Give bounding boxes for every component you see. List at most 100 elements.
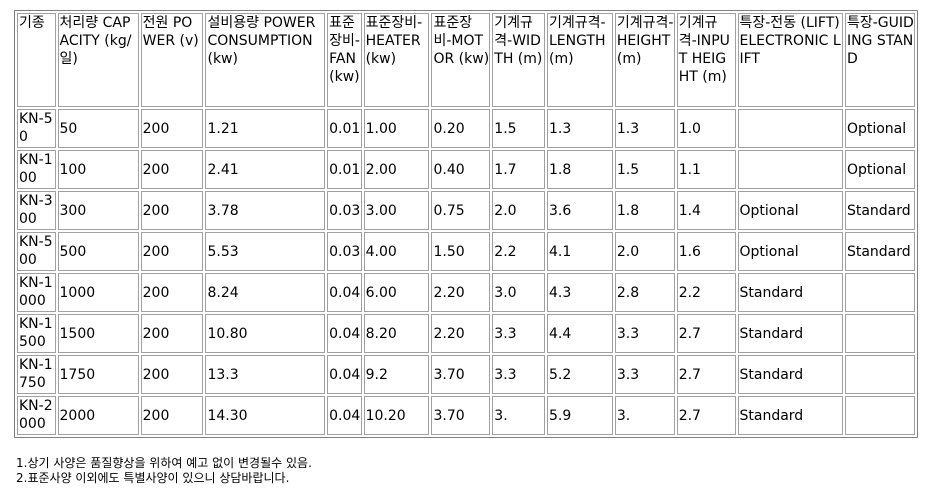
cell-guiding-stand — [844, 355, 915, 394]
cell-model: KN-100 — [17, 150, 56, 189]
cell-input-height: 2.7 — [676, 314, 736, 353]
cell-model: KN-1500 — [17, 314, 56, 353]
cell-power-consumption: 1.21 — [205, 109, 326, 148]
cell-length: 1.8 — [547, 150, 613, 189]
cell-guiding-stand: Optional — [844, 150, 915, 189]
header-heater: 표준장비-HEATER (kw) — [363, 13, 430, 107]
cell-power: 200 — [140, 191, 204, 230]
cell-guiding-stand — [844, 273, 915, 312]
cell-input-height: 2.2 — [676, 273, 736, 312]
cell-input-height: 1.1 — [676, 150, 736, 189]
cell-fan: 0.04 — [327, 355, 362, 394]
cell-fan: 0.04 — [327, 273, 362, 312]
header-input-height: 기계규격-INPUT HEIGHT (m) — [676, 13, 736, 107]
table-row: KN-1500 1500 200 10.80 0.04 8.20 2.20 3.3 4.4 3.3… — [17, 314, 915, 353]
cell-model: KN-50 — [17, 109, 56, 148]
cell-fan: 0.03 — [327, 232, 362, 271]
cell-motor: 3.70 — [431, 396, 491, 435]
cell-heater: 8.20 — [363, 314, 430, 353]
cell-fan: 0.04 — [327, 314, 362, 353]
cell-heater: 4.00 — [363, 232, 430, 271]
cell-width: 3.3 — [492, 355, 545, 394]
table-row: KN-1000 1000 200 8.24 0.04 6.00 2.20 3.0 4.3 2.8 2… — [17, 273, 915, 312]
cell-heater: 2.00 — [363, 150, 430, 189]
cell-electronic-lift: Standard — [737, 396, 843, 435]
cell-fan: 0.01 — [327, 150, 362, 189]
cell-fan: 0.03 — [327, 191, 362, 230]
cell-input-height: 1.4 — [676, 191, 736, 230]
cell-electronic-lift — [737, 150, 843, 189]
cell-guiding-stand — [844, 396, 915, 435]
cell-capacity: 500 — [57, 232, 139, 271]
cell-motor: 2.20 — [431, 273, 491, 312]
cell-power: 200 — [140, 355, 204, 394]
cell-capacity: 1500 — [57, 314, 139, 353]
cell-power-consumption: 2.41 — [205, 150, 326, 189]
cell-electronic-lift: Optional — [737, 232, 843, 271]
cell-power: 200 — [140, 232, 204, 271]
cell-power-consumption: 10.80 — [205, 314, 326, 353]
cell-height: 1.8 — [614, 191, 675, 230]
table-row: KN-1750 1750 200 13.3 0.04 9.2 3.70 3.3 5.2 3.3 2.… — [17, 355, 915, 394]
header-fan: 표준장비-FAN (kw) — [327, 13, 362, 107]
table-row: KN-500 500 200 5.53 0.03 4.00 1.50 2.2 4.1 2.0 1.6… — [17, 232, 915, 271]
cell-height: 1.5 — [614, 150, 675, 189]
cell-input-height: 2.7 — [676, 396, 736, 435]
cell-motor: 3.70 — [431, 355, 491, 394]
header-model: 기종 — [17, 13, 56, 107]
cell-height: 1.3 — [614, 109, 675, 148]
cell-width: 2.2 — [492, 232, 545, 271]
header-capacity: 처리량 CAPACITY (kg/일) — [57, 13, 139, 107]
cell-length: 5.2 — [547, 355, 613, 394]
cell-power-consumption: 3.78 — [205, 191, 326, 230]
cell-model: KN-2000 — [17, 396, 56, 435]
cell-capacity: 1000 — [57, 273, 139, 312]
cell-model: KN-500 — [17, 232, 56, 271]
cell-power: 200 — [140, 273, 204, 312]
cell-electronic-lift: Standard — [737, 355, 843, 394]
header-electronic-lift: 특장-전동 (LIFT) ELECTRONIC LIFT — [737, 13, 843, 107]
cell-guiding-stand — [844, 314, 915, 353]
cell-heater: 1.00 — [363, 109, 430, 148]
cell-height: 3.3 — [614, 314, 675, 353]
cell-guiding-stand: Optional — [844, 109, 915, 148]
cell-model: KN-1750 — [17, 355, 56, 394]
cell-height: 3.3 — [614, 355, 675, 394]
header-height: 기계규격-HEIGHT (m) — [614, 13, 675, 107]
cell-heater: 10.20 — [363, 396, 430, 435]
spec-table-body: KN-50 50 200 1.21 0.01 1.00 0.20 1.5 1.3 1.3 1.0 Op… — [17, 109, 915, 435]
cell-fan: 0.01 — [327, 109, 362, 148]
cell-capacity: 2000 — [57, 396, 139, 435]
cell-width: 2.0 — [492, 191, 545, 230]
cell-height: 2.8 — [614, 273, 675, 312]
note-2: 2.표준사양 이외에도 특별사양이 있으니 상담바랍니다. — [16, 471, 290, 485]
cell-length: 5.9 — [547, 396, 613, 435]
cell-model: KN-1000 — [17, 273, 56, 312]
cell-height: 2.0 — [614, 232, 675, 271]
cell-power-consumption: 14.30 — [205, 396, 326, 435]
cell-capacity: 50 — [57, 109, 139, 148]
cell-fan: 0.04 — [327, 396, 362, 435]
cell-width: 3.0 — [492, 273, 545, 312]
cell-input-height: 1.0 — [676, 109, 736, 148]
cell-electronic-lift: Standard — [737, 314, 843, 353]
cell-power: 200 — [140, 109, 204, 148]
table-row: KN-300 300 200 3.78 0.03 3.00 0.75 2.0 3.6 1.8 1.4… — [17, 191, 915, 230]
cell-length: 4.1 — [547, 232, 613, 271]
cell-guiding-stand: Standard — [844, 191, 915, 230]
cell-power: 200 — [140, 150, 204, 189]
cell-motor: 1.50 — [431, 232, 491, 271]
header-power: 전원 POWER (v) — [140, 13, 204, 107]
cell-width: 1.7 — [492, 150, 545, 189]
cell-length: 4.4 — [547, 314, 613, 353]
cell-motor: 0.75 — [431, 191, 491, 230]
table-row: KN-50 50 200 1.21 0.01 1.00 0.20 1.5 1.3 1.3 1.0 Op… — [17, 109, 915, 148]
cell-width: 3.3 — [492, 314, 545, 353]
cell-capacity: 1750 — [57, 355, 139, 394]
cell-height: 3. — [614, 396, 675, 435]
header-length: 기계규격-LENGTH (m) — [547, 13, 613, 107]
cell-input-height: 2.7 — [676, 355, 736, 394]
cell-model: KN-300 — [17, 191, 56, 230]
cell-width: 3. — [492, 396, 545, 435]
cell-length: 1.3 — [547, 109, 613, 148]
